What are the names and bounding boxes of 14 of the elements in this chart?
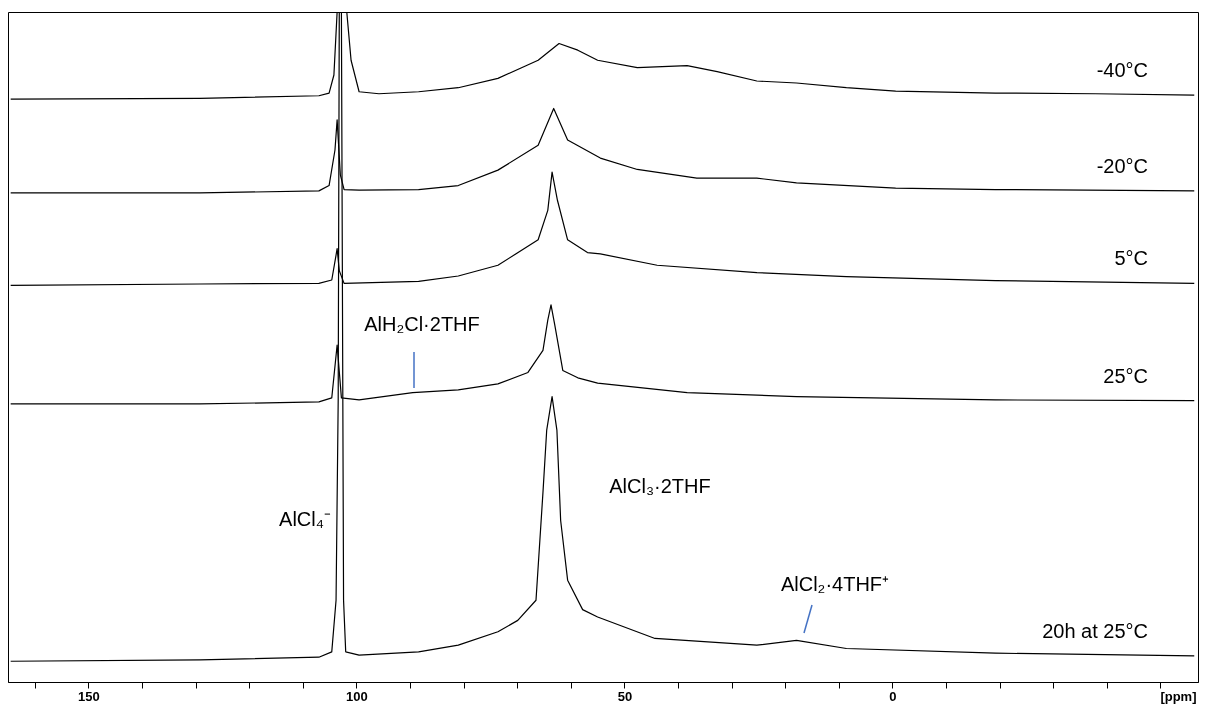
annotation: AlCl₄⁻ xyxy=(279,508,331,530)
x-tick-label: 0 xyxy=(889,688,897,704)
x-axis-title: [ppm] xyxy=(1160,688,1197,704)
x-tick-label: 150 xyxy=(78,688,100,704)
series-label: 5°C xyxy=(1114,247,1148,270)
annotation: AlCl₃·2THF xyxy=(609,475,711,497)
annotation: AlCl₂·4THF⁺ xyxy=(780,573,890,595)
x-tick-label: 50 xyxy=(617,688,633,704)
series-label: -20°C xyxy=(1096,154,1148,177)
annotation: AlH₂Cl·2THF xyxy=(364,313,480,335)
series-label: 25°C xyxy=(1103,364,1148,387)
series-label: 20h at 25°C xyxy=(1042,619,1148,642)
series-label: -40°C xyxy=(1096,59,1148,82)
x-tick-label: 100 xyxy=(346,688,368,704)
